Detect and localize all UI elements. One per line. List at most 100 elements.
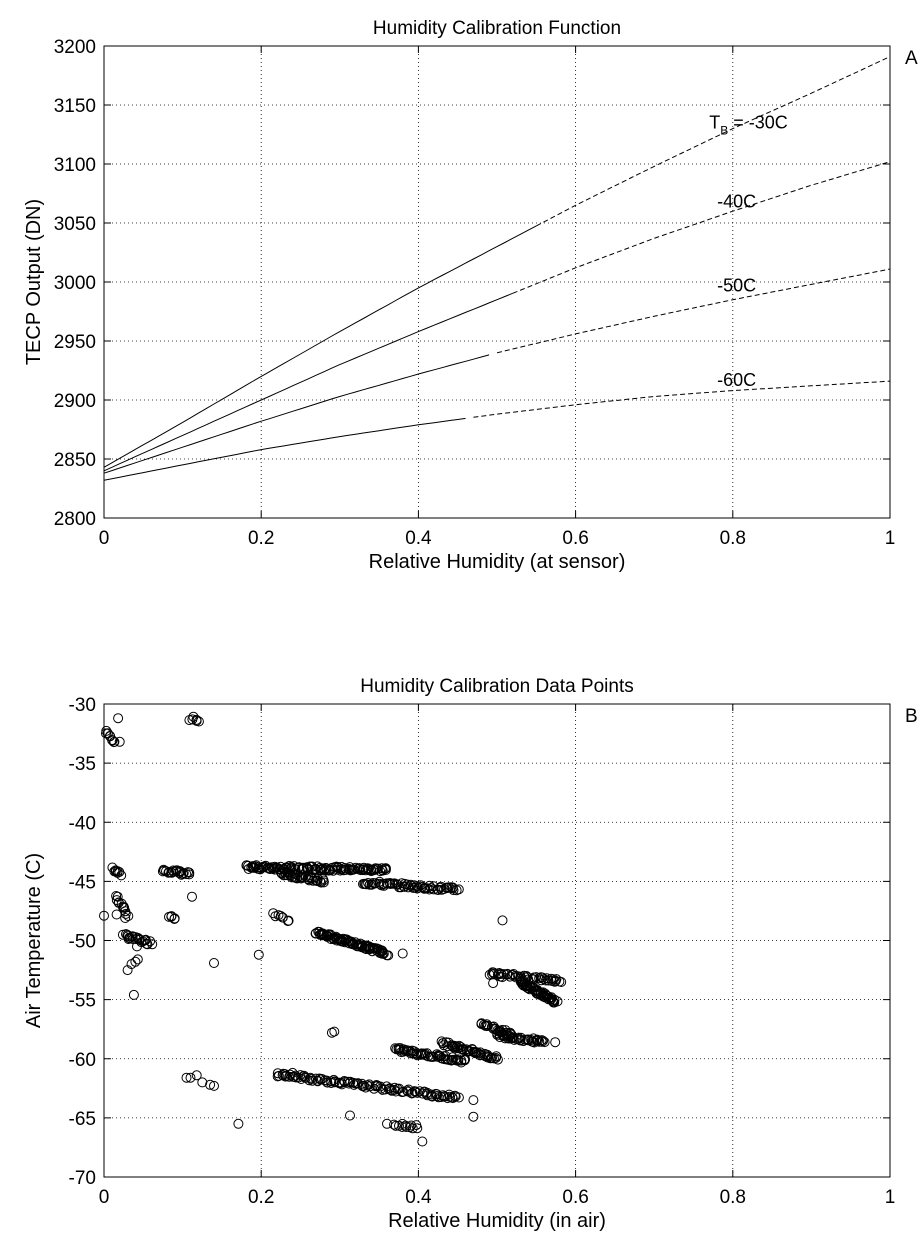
plot-a-title: Humidity Calibration Function bbox=[373, 18, 621, 39]
data-point bbox=[360, 1082, 371, 1093]
y-tick-label: -40 bbox=[69, 813, 96, 834]
data-point bbox=[273, 1070, 284, 1081]
data-point bbox=[169, 913, 180, 924]
data-point bbox=[499, 969, 509, 980]
curve-label: -50C bbox=[717, 275, 756, 295]
series-line-dashed-1 bbox=[512, 161, 891, 294]
data-point bbox=[350, 862, 361, 873]
data-point bbox=[187, 891, 197, 902]
data-point bbox=[177, 869, 188, 879]
data-point bbox=[132, 941, 142, 952]
data-point bbox=[300, 1072, 311, 1083]
calibration-data-points-chart: 0 0.2 0.4 0.6 0.8 1 -70 -65 -60 -55 -50 -45 -40 -35 -3… bbox=[23, 676, 918, 1232]
data-point bbox=[134, 933, 145, 944]
data-point bbox=[114, 736, 125, 747]
data-point bbox=[197, 1077, 208, 1088]
data-point bbox=[526, 1035, 537, 1045]
panel-label-a: A bbox=[905, 48, 918, 69]
data-point bbox=[142, 939, 153, 950]
data-point bbox=[497, 972, 508, 983]
data-point bbox=[205, 1079, 216, 1090]
y-tick-label: -45 bbox=[69, 872, 96, 893]
data-point bbox=[400, 1120, 411, 1131]
data-point bbox=[187, 714, 198, 725]
y-tick-label: 2800 bbox=[54, 509, 96, 530]
data-point bbox=[532, 1034, 543, 1045]
data-point bbox=[253, 949, 264, 960]
data-point bbox=[123, 911, 134, 921]
data-point bbox=[447, 1093, 458, 1104]
data-point bbox=[534, 973, 545, 984]
data-point bbox=[538, 1035, 549, 1046]
data-point bbox=[191, 714, 202, 725]
data-point bbox=[436, 881, 447, 892]
data-point bbox=[233, 1118, 244, 1129]
series-line-2 bbox=[103, 354, 490, 474]
x-tick-label: 0.8 bbox=[720, 1187, 746, 1208]
data-point bbox=[145, 936, 156, 947]
data-point bbox=[111, 895, 122, 906]
data-point bbox=[130, 956, 141, 967]
data-point bbox=[132, 954, 143, 965]
data-point bbox=[382, 1118, 392, 1129]
plot-b-x-axis-label: Relative Humidity (in air) bbox=[388, 1210, 606, 1232]
data-point bbox=[107, 735, 118, 746]
data-point bbox=[111, 909, 122, 920]
y-tick-label: 2850 bbox=[54, 450, 96, 471]
plot-a-ticks: 0 0.2 0.4 0.6 0.8 1 2800 2850 2900 2950 3000 3050 31… bbox=[54, 37, 896, 549]
y-tick-label: -60 bbox=[69, 1050, 96, 1071]
data-point bbox=[508, 969, 519, 979]
series-line-0 bbox=[103, 225, 537, 468]
data-point bbox=[550, 975, 561, 986]
data-point bbox=[329, 1026, 340, 1037]
series-line-dashed-3 bbox=[473, 380, 891, 418]
data-point bbox=[390, 1086, 401, 1097]
x-tick-label: 0 bbox=[99, 528, 110, 549]
plot-b-points bbox=[99, 711, 567, 1147]
x-tick-label: 0.6 bbox=[562, 528, 588, 549]
data-point bbox=[128, 989, 139, 1000]
data-point bbox=[412, 1123, 423, 1134]
data-point bbox=[468, 1095, 479, 1106]
data-point bbox=[268, 908, 279, 919]
data-point bbox=[417, 1136, 428, 1147]
data-point bbox=[502, 968, 513, 979]
data-point bbox=[277, 1070, 288, 1081]
data-point bbox=[120, 913, 131, 923]
data-point bbox=[468, 1111, 479, 1122]
x-tick-label: 0.4 bbox=[405, 528, 432, 549]
data-point bbox=[406, 1120, 417, 1131]
y-tick-label: -65 bbox=[69, 1109, 96, 1130]
data-point bbox=[497, 915, 508, 926]
plot-b-ticks: 0 0.2 0.4 0.6 0.8 1 -70 -65 -60 -55 -50 -45 -40 -35 -3… bbox=[69, 695, 896, 1208]
calibration-function-chart: 0 0.2 0.4 0.6 0.8 1 2800 2850 2900 2950 3000 3050 31… bbox=[23, 18, 918, 573]
y-tick-label: 2900 bbox=[54, 391, 96, 412]
x-tick-label: 0 bbox=[99, 1187, 110, 1208]
data-point bbox=[505, 971, 516, 982]
y-tick-label: -35 bbox=[69, 754, 96, 775]
data-point bbox=[453, 884, 464, 895]
data-point bbox=[166, 911, 177, 922]
plot-a-series bbox=[103, 56, 891, 481]
plot-b-grid bbox=[104, 704, 890, 1177]
data-point bbox=[374, 878, 385, 889]
data-point bbox=[476, 1049, 487, 1060]
data-point bbox=[113, 713, 124, 724]
panel-label-b: B bbox=[905, 706, 918, 727]
data-point bbox=[448, 885, 459, 896]
y-tick-label: -30 bbox=[69, 695, 96, 716]
plot-a-y-axis-label: TECP Output (DN) bbox=[23, 199, 45, 365]
data-point bbox=[534, 1036, 545, 1047]
data-point bbox=[414, 1086, 425, 1097]
data-point bbox=[209, 1080, 219, 1091]
data-point bbox=[490, 1053, 501, 1063]
data-point bbox=[209, 958, 219, 968]
data-point bbox=[329, 1077, 340, 1088]
data-point bbox=[556, 977, 567, 987]
x-tick-label: 0.2 bbox=[248, 528, 274, 549]
data-point bbox=[147, 939, 158, 950]
data-point bbox=[426, 1089, 437, 1100]
data-point bbox=[193, 716, 204, 727]
data-point bbox=[109, 736, 120, 747]
